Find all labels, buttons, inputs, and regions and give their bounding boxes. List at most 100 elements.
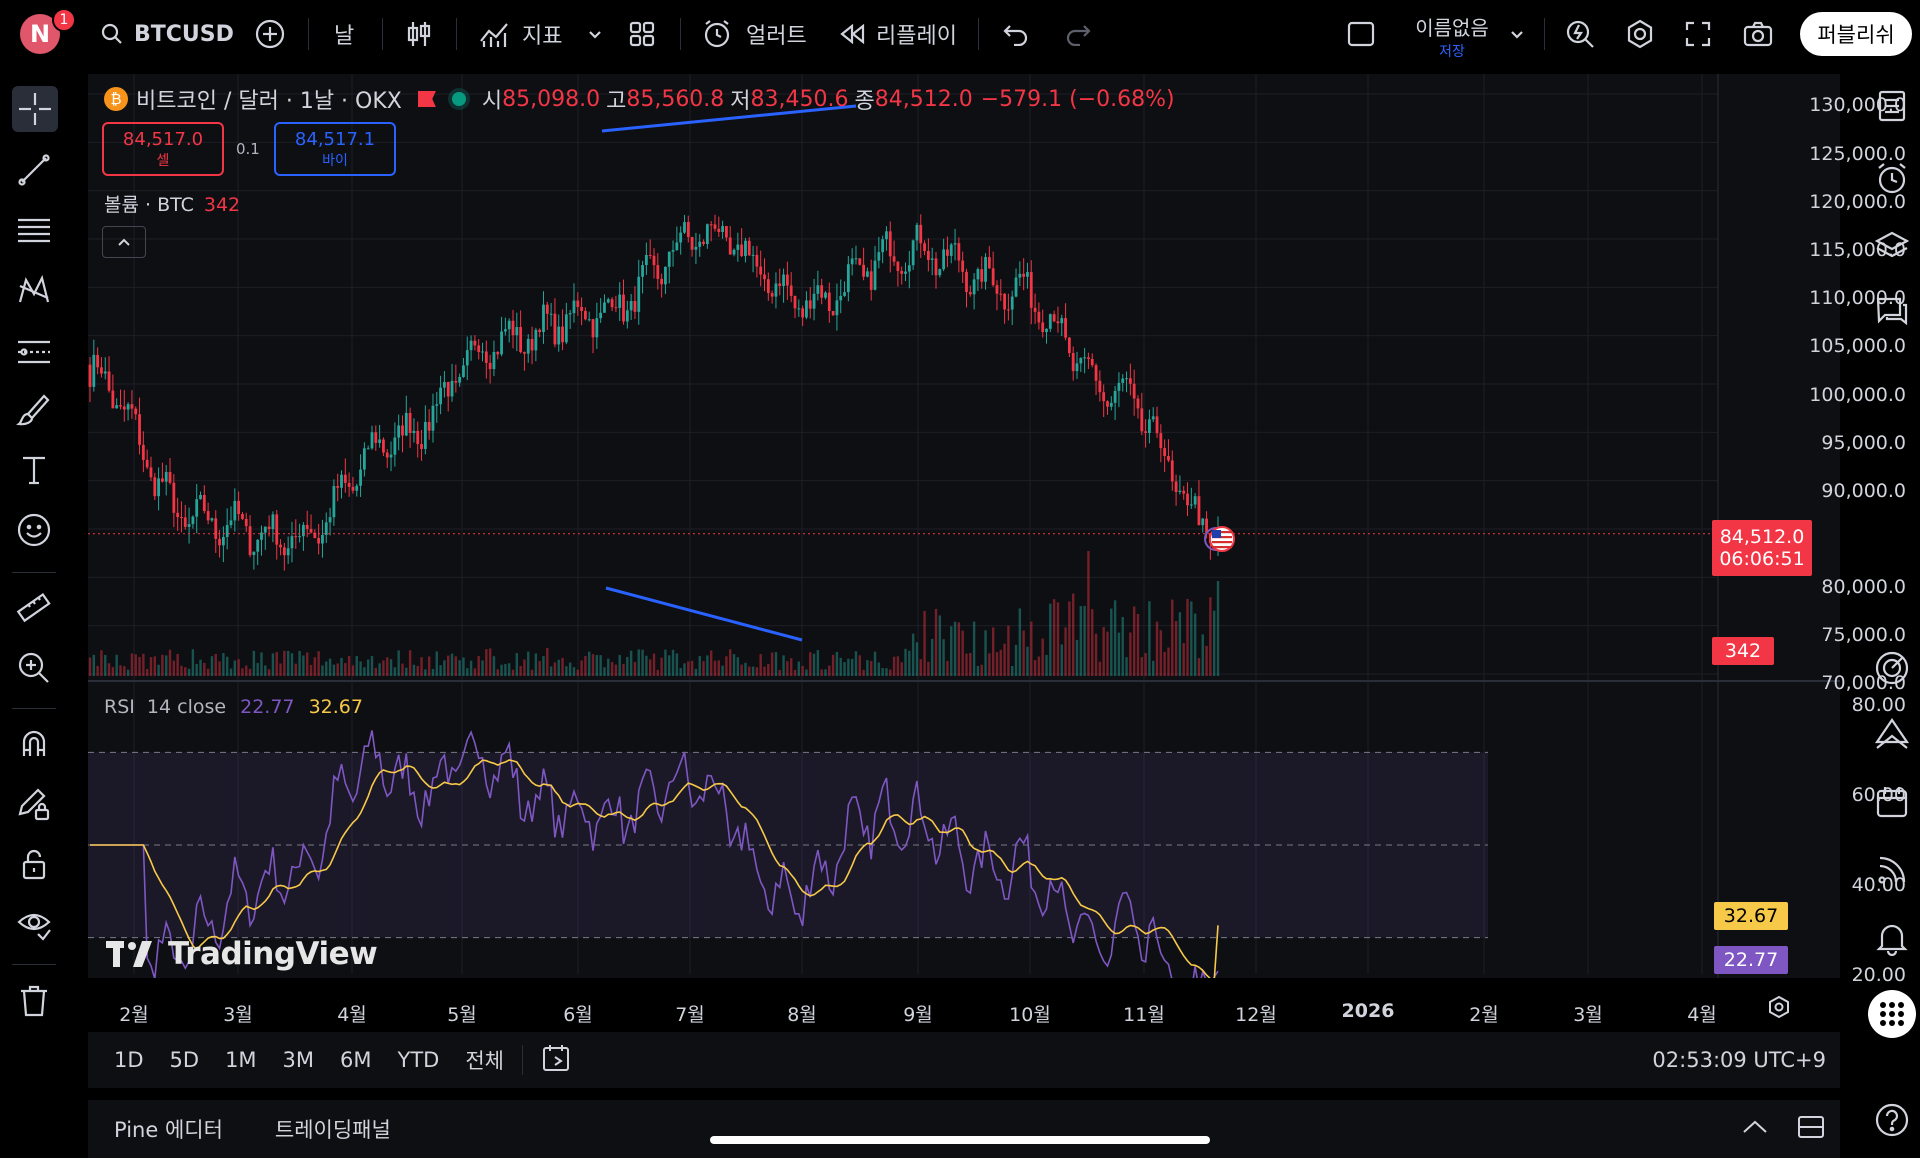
candle-body: [972, 279, 976, 295]
volume-bar: [549, 666, 553, 676]
price-axis-tick: 130,000.0: [1809, 94, 1906, 116]
notifications-button[interactable]: [1872, 918, 1912, 958]
volume-bar: [709, 650, 713, 676]
volume-bar: [1098, 661, 1102, 676]
lock-all-tool[interactable]: [14, 844, 54, 884]
brush-tool[interactable]: [14, 390, 54, 430]
range-3m[interactable]: 3M: [282, 1048, 315, 1072]
axis-settings-button[interactable]: [1766, 994, 1792, 1024]
alert-button[interactable]: 얼러트: [702, 14, 807, 54]
timezone-clock[interactable]: 02:53:09 UTC+9: [1652, 1048, 1826, 1072]
volume-bar: [340, 657, 343, 676]
indicators-dropdown[interactable]: [586, 14, 604, 54]
lock-drawing-tool[interactable]: [14, 784, 54, 824]
buy-button[interactable]: 84,517.1 바이: [274, 122, 396, 176]
layout-name-button[interactable]: 이름없음 저장: [1404, 12, 1500, 61]
ideas-button[interactable]: [1872, 714, 1912, 754]
tab-trading-panel[interactable]: 트레이딩패널: [274, 1118, 391, 1142]
range-5d[interactable]: 5D: [169, 1048, 200, 1072]
volume-label: 볼륨 · BTC: [104, 194, 194, 216]
range-6m[interactable]: 6M: [340, 1048, 372, 1072]
delete-drawings-tool[interactable]: [14, 980, 54, 1020]
compare-symbol-button[interactable]: [254, 14, 286, 54]
undo-button[interactable]: [1002, 14, 1030, 54]
quick-search-button[interactable]: [1564, 14, 1596, 54]
chat-button[interactable]: [1872, 292, 1912, 332]
candle-body: [534, 329, 538, 351]
replay-button[interactable]: 리플레이: [838, 14, 957, 54]
volume-bar: [252, 650, 256, 676]
text-tool[interactable]: [14, 450, 54, 490]
candle-body: [385, 452, 389, 458]
object-tree-button[interactable]: [1872, 226, 1912, 266]
candle-body: [648, 254, 652, 256]
news-stream-button[interactable]: [1872, 850, 1912, 890]
time-axis-tick: 11월: [1123, 1004, 1165, 1026]
ruler-tool[interactable]: [14, 588, 54, 628]
hotlist-button[interactable]: [1872, 648, 1912, 688]
candle-body: [1098, 380, 1102, 393]
volume-bar: [748, 666, 751, 676]
volume-bar: [317, 651, 320, 676]
zoom-tool[interactable]: [14, 648, 54, 688]
layout-dropdown[interactable]: [1508, 14, 1526, 54]
candle-body: [225, 525, 229, 537]
panel-maximize-button[interactable]: [1796, 1114, 1826, 1144]
volume-bar: [1152, 660, 1155, 676]
panel-expand-button[interactable]: [1740, 1117, 1770, 1141]
top-toolbar: N 1 BTCUSD 날 지표 얼러트 리플레이 이름없음 저: [0, 0, 1920, 66]
calendar-button[interactable]: [1872, 782, 1912, 822]
indicators-button[interactable]: 지표: [478, 14, 562, 54]
collapse-legend-button[interactable]: [102, 226, 146, 258]
range-1d[interactable]: 1D: [114, 1048, 144, 1072]
volume-bar: [233, 660, 237, 676]
chart-pane[interactable]: [88, 74, 1840, 978]
hide-drawings-tool[interactable]: [14, 904, 54, 944]
layout-grid-button[interactable]: [628, 14, 656, 54]
candle-body: [759, 266, 763, 275]
candle-body: [1148, 419, 1151, 433]
symbol-search-button[interactable]: BTCUSD: [100, 14, 234, 54]
pattern-tool[interactable]: [14, 270, 54, 310]
candle-body: [168, 472, 172, 483]
volume-bar: [187, 668, 191, 676]
emoji-tool[interactable]: [14, 510, 54, 550]
apps-button[interactable]: [1868, 990, 1916, 1038]
volume-bar: [847, 658, 850, 676]
volume-bar: [267, 669, 271, 676]
sell-button[interactable]: 84,517.0 셀: [102, 122, 224, 176]
settings-button[interactable]: [1624, 14, 1656, 54]
forecast-tool[interactable]: [14, 330, 54, 370]
layout-select-checkbox[interactable]: [1346, 14, 1376, 54]
chart-type-button[interactable]: [404, 14, 434, 54]
magnet-tool[interactable]: [14, 724, 54, 764]
candle-body: [233, 500, 237, 521]
rsi-ma-value: 32.67: [308, 696, 363, 718]
chart-canvas[interactable]: [88, 74, 1840, 978]
volume-bar: [622, 663, 625, 676]
candle-body: [816, 285, 820, 294]
volume-bar: [805, 669, 808, 676]
candle-body: [1033, 307, 1037, 312]
range-1m[interactable]: 1M: [225, 1048, 257, 1072]
trendline-tool[interactable]: [14, 150, 54, 190]
price-axis-tick: 110,000.0: [1809, 287, 1906, 309]
range-all[interactable]: 전체: [465, 1049, 504, 1073]
range-ytd[interactable]: YTD: [397, 1048, 440, 1072]
tab-pine-editor[interactable]: Pine 에디터: [114, 1118, 223, 1142]
fullscreen-button[interactable]: [1684, 14, 1712, 54]
watchlist-button[interactable]: [1872, 86, 1912, 126]
alerts-panel-button[interactable]: [1872, 158, 1912, 198]
price-axis-tick: 125,000.0: [1809, 143, 1906, 165]
redo-button[interactable]: [1064, 14, 1092, 54]
goto-date-button[interactable]: [541, 1043, 573, 1077]
help-button[interactable]: [1872, 1100, 1912, 1140]
candle-body: [778, 283, 782, 286]
price-axis-tick: 90,000.0: [1821, 480, 1906, 502]
publish-button[interactable]: 퍼블리쉬: [1800, 12, 1912, 56]
volume-bar: [1018, 608, 1022, 676]
crosshair-tool[interactable]: [12, 86, 58, 132]
fib-tool[interactable]: [14, 210, 54, 250]
interval-button[interactable]: 날: [334, 14, 354, 54]
snapshot-button[interactable]: [1742, 14, 1774, 54]
